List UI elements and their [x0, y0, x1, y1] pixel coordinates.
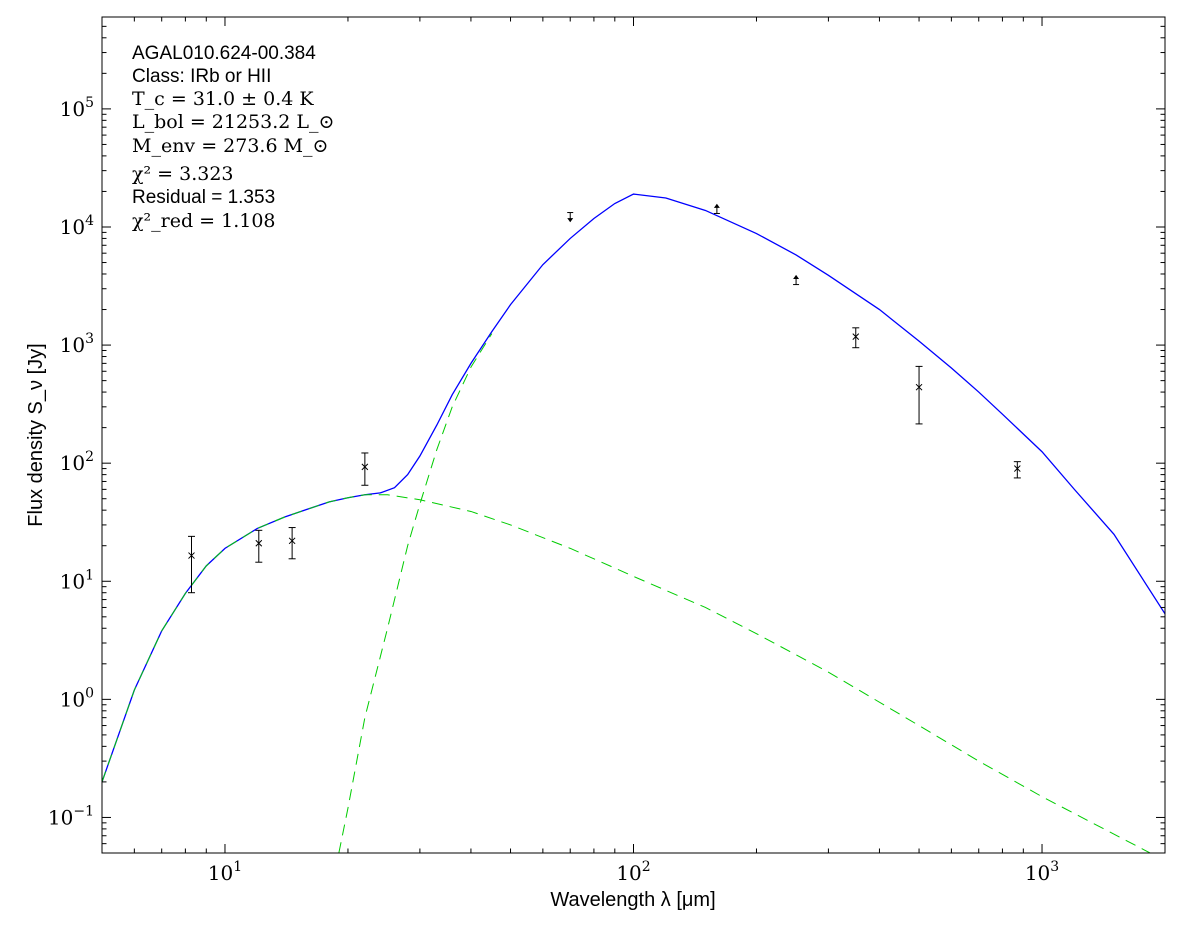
temperature-label: T_c = 31.0 ± 0.4 K	[132, 88, 314, 110]
axis-ticks: 101 102 103 10−1 100 101 102 103 104 105	[48, 16, 1166, 885]
data-point-2	[255, 529, 263, 563]
luminosity-label: L_bol = 21253.2 L_⊙	[132, 111, 334, 133]
envelope-mass-label: M_env = 273.6 M_⊙	[132, 135, 328, 157]
data-point-7	[1013, 461, 1021, 479]
y-tick-label: 102	[60, 449, 94, 475]
data-point-6	[915, 365, 923, 425]
y-tick-label: 103	[60, 331, 94, 357]
limit-arrowhead	[793, 274, 800, 279]
x-tick-label: 103	[1025, 859, 1059, 885]
data-points	[187, 203, 1021, 594]
x-tick-label: 101	[208, 859, 242, 885]
lower-limit-3	[793, 274, 800, 286]
data-point-3	[288, 527, 296, 560]
y-tick-label: 101	[60, 567, 94, 593]
lower-limit-2	[713, 203, 720, 214]
data-point-1	[187, 535, 195, 594]
class-label: Class: IRb or HII	[132, 66, 271, 87]
x-marker	[852, 333, 860, 340]
x-marker	[1013, 465, 1021, 472]
residual-label: Residual = 1.353	[132, 187, 275, 208]
model-curve-2	[102, 494, 1152, 853]
limit-arrowhead	[567, 218, 574, 223]
upper-limit-1	[567, 212, 574, 223]
x-tick-label: 102	[616, 859, 650, 885]
x-marker	[361, 463, 369, 471]
y-tick-label: 100	[60, 685, 94, 711]
x-axis-label: Wavelength λ [μm]	[550, 889, 715, 911]
x-marker	[915, 383, 923, 391]
model-curve-1	[102, 193, 1165, 783]
y-axis-label: Flux density S_ν [Jy]	[25, 343, 47, 526]
limit-arrowhead	[713, 203, 720, 208]
data-point-5	[852, 327, 860, 349]
model-curves	[102, 193, 1165, 853]
source-name: AGAL010.624-00.384	[132, 43, 316, 64]
y-tick-label: 105	[60, 95, 94, 121]
data-point-4	[361, 452, 369, 486]
y-tick-label: 10−1	[48, 803, 94, 829]
x-marker	[188, 552, 195, 559]
x-marker	[255, 539, 263, 547]
x-marker	[288, 537, 296, 545]
model-curve-3	[338, 333, 493, 853]
chi-squared-label: χ² = 3.323	[132, 163, 234, 185]
plot-frame	[101, 16, 1166, 854]
y-tick-label: 104	[60, 213, 94, 239]
fit-annotations: AGAL010.624-00.384 Class: IRb or HII T_c…	[132, 43, 334, 232]
reduced-chi-squared-label: χ²_red = 1.108	[132, 210, 276, 232]
